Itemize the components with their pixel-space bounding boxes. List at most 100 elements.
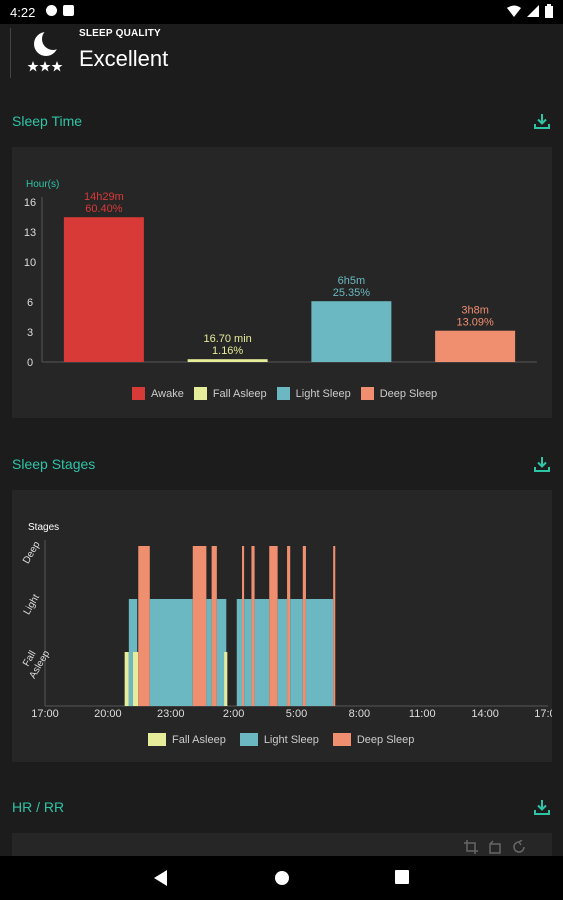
sleep-stages-card: Stages Deep Light Fall Asleep 17:00 20:00 23:00… [12,490,552,762]
stage-segment [242,546,245,706]
legend-label: Fall Asleep [172,733,226,746]
legend-fall-asleep: Fall Asleep [148,733,226,746]
hr-rr-card [12,833,552,856]
y-axis-title: Hour(s) [26,179,59,190]
stage-segment [244,599,252,706]
stage-segment [236,599,243,706]
legend-swatch [193,387,207,400]
stage-segment [138,546,150,706]
legend-light-sleep: Light Sleep [239,733,319,746]
data-label: 3h8m [461,305,489,317]
legend-fall-asleep: Fall Asleep [193,387,267,400]
data-label: 16.70 min [203,333,251,345]
stage-label-light: Light [22,592,42,616]
legend-deep-sleep: Deep Sleep [332,733,415,746]
data-label: 1.16% [212,345,243,357]
notification-icons [46,5,74,16]
stage-segment [333,546,336,706]
back-icon[interactable] [154,870,168,886]
stage-segment [133,652,139,706]
stage-segment [149,599,193,706]
data-label: 25.35% [333,287,371,299]
x-tick-label: 14:00 [471,708,499,720]
data-label: 60.40% [85,203,123,215]
download-icon[interactable] [533,455,551,473]
y-tick-label: 6 [27,297,33,309]
stage-segment [287,546,291,706]
stage-label-deep: Deep [21,539,43,566]
legend-label: Fall Asleep [212,387,267,400]
bar [187,359,268,362]
y-tick-label: 13 [24,227,36,239]
battery-icon [545,4,553,18]
divider [10,28,11,78]
legend-swatch [132,387,145,400]
x-tick-label: 8:00 [349,708,370,720]
moon-stars-icon [27,28,64,72]
data-label: 13.09% [456,317,494,329]
legend-awake: Awake [132,387,184,400]
download-icon[interactable] [533,798,551,816]
x-tick-label: 2:00 [223,708,244,720]
navigation-bar [0,856,563,900]
sleep-time-card: Hour(s) 0 3 6 10 13 16 14h29m 60.40% 16.70 min 1.1… [12,147,552,418]
sd-card-icon [63,5,74,16]
sleep-time-title: Sleep Time [12,113,83,129]
y-tick-label: 10 [24,257,36,269]
download-icon[interactable] [533,112,551,130]
stage-segment [211,546,217,706]
wifi-icon [507,5,521,17]
x-tick-label: 20:00 [94,708,122,720]
stage-segment [290,599,303,706]
stage-segment [206,599,212,706]
legend-label: Deep Sleep [379,387,438,400]
stage-segment [302,546,306,706]
sleep-time-legend: Awake Fall Asleep Light Sleep Deep Sleep [132,387,447,400]
home-icon[interactable] [274,870,290,886]
legend-swatch [148,733,166,746]
bar [63,217,144,362]
legend-label: Awake [151,387,184,400]
stage-segment [224,652,228,706]
legend-label: Deep Sleep [356,733,415,746]
crop-icon[interactable] [464,840,478,854]
refresh-icon[interactable] [512,840,526,854]
data-label: 6h5m [338,275,366,287]
y-tick-label: 16 [24,197,36,209]
y-tick-label: 3 [27,327,33,339]
legend-swatch [360,387,374,400]
x-tick-label: 17:00 [31,708,59,720]
sleep-stages-legend: Fall Asleep Light Sleep Deep Sleep [148,733,424,746]
stage-segment [254,599,270,706]
y-tick-label: 0 [27,357,33,369]
sleep-quality-value: Excellent [79,46,169,71]
recents-icon[interactable] [395,870,409,884]
app-notification-icon [46,5,57,16]
stage-segment [277,599,288,706]
legend-label: Light Sleep [295,387,351,400]
rotate-icon[interactable] [488,840,502,854]
x-tick-label: 11:00 [409,708,436,720]
bar [435,330,516,362]
legend-label: Light Sleep [263,733,319,746]
hr-rr-title: HR / RR [12,799,65,815]
x-tick-label: 23:00 [157,708,185,720]
bar [311,301,392,362]
y-axis-title: Stages [28,522,59,533]
signal-icon [527,5,539,17]
sleep-quality-label: SLEEP QUALITY [79,28,161,39]
x-tick-label: 5:00 [286,708,307,720]
legend-swatch [332,733,351,746]
status-time: 4:22 [10,5,36,20]
legend-swatch [276,387,290,400]
status-bar: 4:22 [0,0,563,24]
legend-light-sleep: Light Sleep [276,387,351,400]
stage-segment [124,652,129,706]
stage-segment [251,546,255,706]
legend-swatch [239,733,258,746]
x-tick-label: 17:00 [534,708,552,720]
data-label: 14h29m [84,191,124,203]
stage-segment [216,599,227,706]
